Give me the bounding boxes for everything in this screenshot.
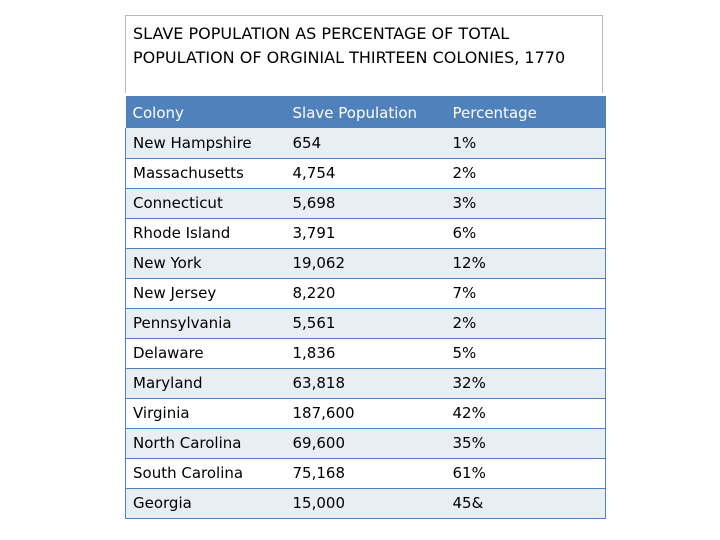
cell-percentage: 2%	[445, 308, 606, 338]
cell-percentage: 12%	[445, 248, 606, 278]
table-row: Pennsylvania 5,561 2%	[125, 308, 606, 338]
cell-slave-population: 19,062	[285, 248, 446, 278]
cell-percentage: 45&	[445, 488, 606, 518]
cell-slave-population: 63,818	[285, 368, 446, 398]
cell-slave-population: 187,600	[285, 398, 446, 428]
cell-percentage: 32%	[445, 368, 606, 398]
cell-colony: New Hampshire	[125, 128, 286, 158]
table-row: Maryland 63,818 32%	[125, 368, 606, 398]
cell-colony: New York	[125, 248, 286, 278]
table-row: New Hampshire 654 1%	[125, 128, 606, 158]
table-row: Georgia 15,000 45&	[125, 488, 606, 518]
cell-percentage: 2%	[445, 158, 606, 188]
cell-colony: New Jersey	[125, 278, 286, 308]
cell-percentage: 7%	[445, 278, 606, 308]
cell-percentage: 42%	[445, 398, 606, 428]
cell-slave-population: 15,000	[285, 488, 446, 518]
cell-slave-population: 5,698	[285, 188, 446, 218]
title-line-2: POPULATION OF ORGINIAL THIRTEEN COLONIES…	[133, 48, 566, 67]
cell-colony: Virginia	[125, 398, 286, 428]
table-row: Connecticut 5,698 3%	[125, 188, 606, 218]
cell-colony: Pennsylvania	[125, 308, 286, 338]
cell-percentage: 5%	[445, 338, 606, 368]
title-box: SLAVE POPULATION AS PERCENTAGE OF TOTAL …	[125, 15, 603, 93]
table-row: Delaware 1,836 5%	[125, 338, 606, 368]
cell-slave-population: 5,561	[285, 308, 446, 338]
table-row: Massachusetts 4,754 2%	[125, 158, 606, 188]
table-row: North Carolina 69,600 35%	[125, 428, 606, 458]
cell-colony: Maryland	[125, 368, 286, 398]
cell-colony: Rhode Island	[125, 218, 286, 248]
cell-percentage: 6%	[445, 218, 606, 248]
cell-colony: Georgia	[125, 488, 286, 518]
cell-colony: Connecticut	[125, 188, 286, 218]
cell-percentage: 61%	[445, 458, 606, 488]
table-row: Virginia 187,600 42%	[125, 398, 606, 428]
cell-colony: Delaware	[125, 338, 286, 368]
header-percentage: Percentage	[445, 96, 606, 128]
table-row: South Carolina 75,168 61%	[125, 458, 606, 488]
slave-population-table: Colony Slave Population Percentage New H…	[125, 96, 606, 519]
header-slave-population: Slave Population	[285, 96, 446, 128]
cell-percentage: 35%	[445, 428, 606, 458]
cell-slave-population: 8,220	[285, 278, 446, 308]
cell-slave-population: 654	[285, 128, 446, 158]
cell-slave-population: 3,791	[285, 218, 446, 248]
header-colony: Colony	[125, 96, 286, 128]
cell-colony: Massachusetts	[125, 158, 286, 188]
cell-slave-population: 69,600	[285, 428, 446, 458]
cell-percentage: 3%	[445, 188, 606, 218]
cell-colony: South Carolina	[125, 458, 286, 488]
table-row: Rhode Island 3,791 6%	[125, 218, 606, 248]
cell-slave-population: 75,168	[285, 458, 446, 488]
cell-slave-population: 1,836	[285, 338, 446, 368]
title-line-1: SLAVE POPULATION AS PERCENTAGE OF TOTAL	[133, 24, 510, 43]
table-row: New Jersey 8,220 7%	[125, 278, 606, 308]
cell-percentage: 1%	[445, 128, 606, 158]
cell-colony: North Carolina	[125, 428, 286, 458]
cell-slave-population: 4,754	[285, 158, 446, 188]
table-row: New York 19,062 12%	[125, 248, 606, 278]
table-header-row: Colony Slave Population Percentage	[125, 96, 606, 128]
